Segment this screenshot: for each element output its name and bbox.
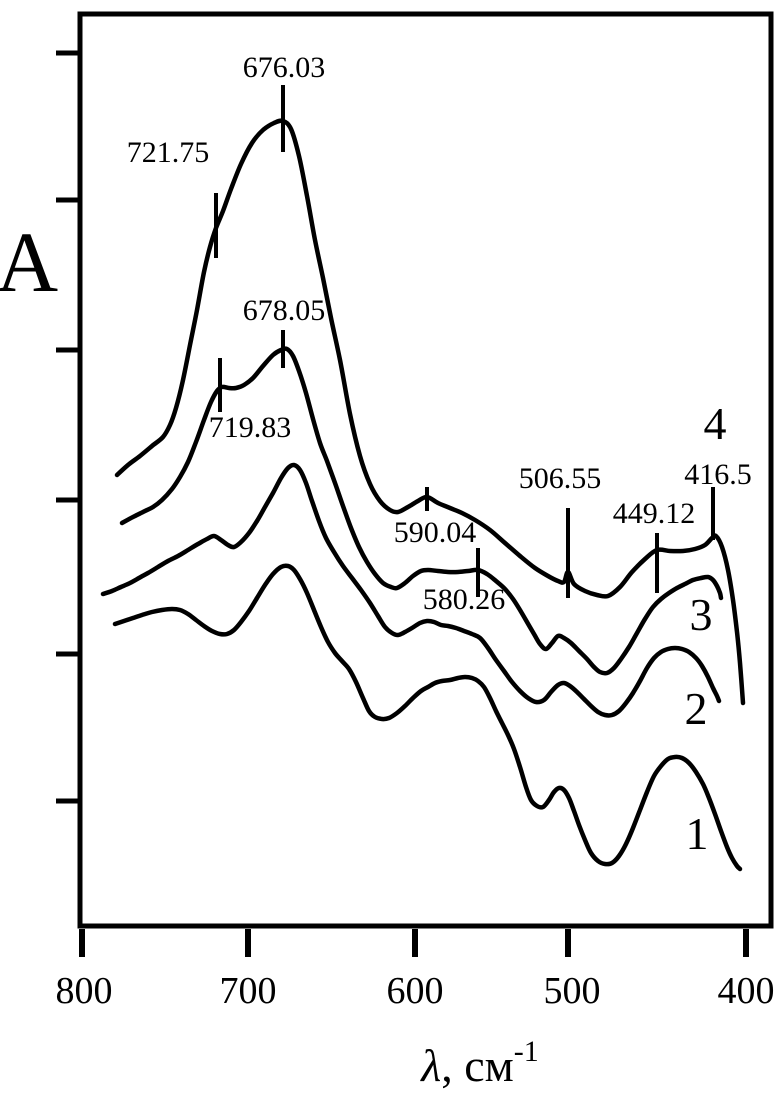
x-axis-title-superscript: -1: [514, 1035, 539, 1068]
peak-label-721.75: 721.75: [127, 136, 210, 169]
x-axis-title-units: , см: [441, 1040, 514, 1091]
peak-label-506.55: 506.55: [519, 462, 602, 495]
curve-1: [112, 563, 743, 872]
peak-label-676.03: 676.03: [243, 51, 326, 84]
x-tick-label-700: 700: [220, 970, 277, 1012]
curve-2: [100, 462, 722, 718]
curve-4: [114, 118, 746, 706]
series-label-3: 3: [690, 589, 713, 640]
x-tick-label-600: 600: [387, 970, 444, 1012]
x-tick-label-400: 400: [718, 970, 775, 1012]
series-label-1: 1: [686, 808, 709, 859]
x-axis-title: λ, см-1: [419, 1035, 538, 1091]
x-axis-title-lambda: λ: [419, 1040, 441, 1091]
peak-label-416.5: 416.5: [684, 458, 752, 491]
plot-border: [77, 11, 774, 929]
peak-label-590.04: 590.04: [394, 516, 477, 549]
peak-label-678.05: 678.05: [243, 294, 326, 327]
series-label-4: 4: [704, 398, 727, 449]
peak-label-719.83: 719.83: [209, 411, 292, 444]
y-axis-title: A: [0, 214, 58, 310]
x-tick-label-800: 800: [56, 970, 113, 1012]
peak-label-580.26: 580.26: [423, 583, 506, 616]
peak-label-449.12: 449.12: [613, 497, 696, 530]
series-label-2: 2: [685, 683, 708, 734]
x-tick-label-500: 500: [544, 970, 601, 1012]
curve-3: [119, 346, 724, 676]
